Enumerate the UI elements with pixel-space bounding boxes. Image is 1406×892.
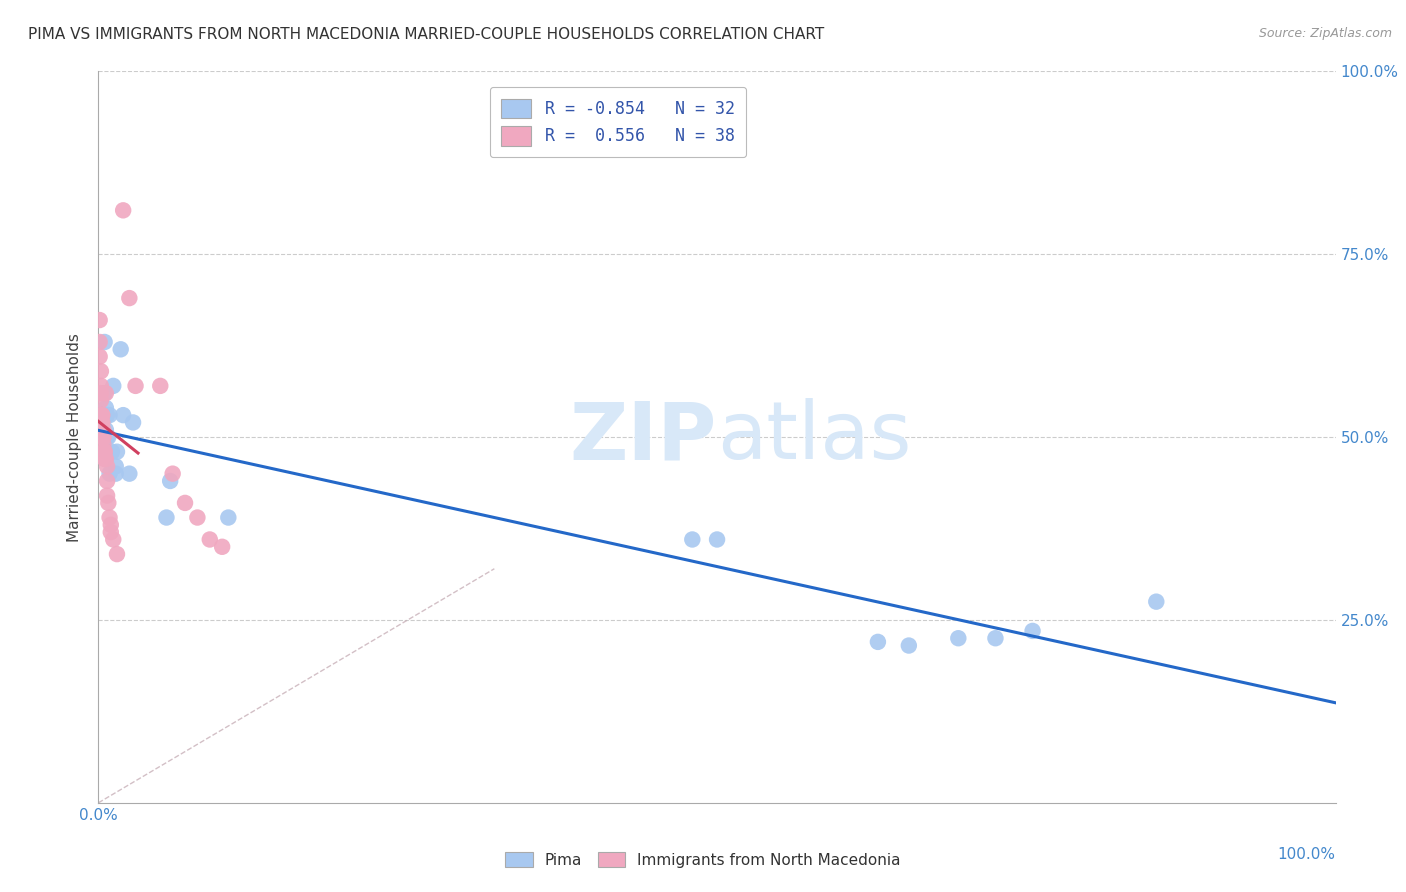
Point <box>122 416 145 430</box>
Point <box>93 437 115 451</box>
Point <box>211 540 233 554</box>
Point <box>706 533 728 547</box>
Point <box>94 444 117 458</box>
Point <box>174 496 197 510</box>
Point <box>118 291 141 305</box>
Point <box>100 525 122 540</box>
Point <box>1021 624 1043 638</box>
Point <box>94 401 117 415</box>
Point <box>91 408 114 422</box>
Point <box>103 533 125 547</box>
Point <box>159 474 181 488</box>
Point <box>96 489 118 503</box>
Point <box>90 386 112 401</box>
Point <box>93 430 115 444</box>
Y-axis label: Married-couple Households: Married-couple Households <box>67 333 83 541</box>
Point <box>93 444 115 458</box>
Text: 100.0%: 100.0% <box>1278 847 1336 862</box>
Point <box>897 639 920 653</box>
Point <box>162 467 184 481</box>
Text: atlas: atlas <box>717 398 911 476</box>
Point <box>93 452 115 467</box>
Point <box>105 547 128 561</box>
Point <box>155 510 177 524</box>
Point <box>94 423 117 437</box>
Point <box>93 430 115 444</box>
Point <box>101 444 124 458</box>
Point <box>118 467 141 481</box>
Point <box>866 635 889 649</box>
Point <box>97 430 120 444</box>
Point <box>93 444 115 458</box>
Point <box>149 379 172 393</box>
Point <box>91 416 114 430</box>
Point <box>186 510 208 524</box>
Point <box>94 452 117 467</box>
Point <box>98 408 121 422</box>
Point <box>104 459 127 474</box>
Point <box>948 632 970 646</box>
Point <box>96 459 118 474</box>
Point <box>100 517 122 532</box>
Point <box>96 408 118 422</box>
Text: Source: ZipAtlas.com: Source: ZipAtlas.com <box>1258 27 1392 40</box>
Legend: R = -0.854   N = 32, R =  0.556   N = 38: R = -0.854 N = 32, R = 0.556 N = 38 <box>489 87 747 157</box>
Point <box>98 467 121 481</box>
Point <box>93 334 115 349</box>
Point <box>96 474 118 488</box>
Point <box>90 364 112 378</box>
Point <box>91 408 114 422</box>
Point <box>89 350 111 364</box>
Point <box>90 379 112 393</box>
Point <box>93 386 115 401</box>
Point <box>124 379 146 393</box>
Point <box>90 393 112 408</box>
Point <box>112 203 135 218</box>
Point <box>89 334 111 349</box>
Point <box>104 467 127 481</box>
Point <box>984 632 1007 646</box>
Legend: Pima, Immigrants from North Macedonia: Pima, Immigrants from North Macedonia <box>498 844 908 875</box>
Point <box>97 496 120 510</box>
Point <box>105 444 128 458</box>
Point <box>217 510 239 524</box>
Text: PIMA VS IMMIGRANTS FROM NORTH MACEDONIA MARRIED-COUPLE HOUSEHOLDS CORRELATION CH: PIMA VS IMMIGRANTS FROM NORTH MACEDONIA … <box>28 27 824 42</box>
Point <box>94 386 117 401</box>
Point <box>91 416 114 430</box>
Point <box>93 430 115 444</box>
Point <box>93 408 115 422</box>
Point <box>198 533 221 547</box>
Point <box>93 423 115 437</box>
Point <box>89 313 111 327</box>
Text: ZIP: ZIP <box>569 398 717 476</box>
Point <box>96 430 118 444</box>
Point <box>98 510 121 524</box>
Point <box>103 379 125 393</box>
Point <box>110 343 132 357</box>
Point <box>112 408 135 422</box>
Point <box>1144 594 1167 608</box>
Point <box>681 533 703 547</box>
